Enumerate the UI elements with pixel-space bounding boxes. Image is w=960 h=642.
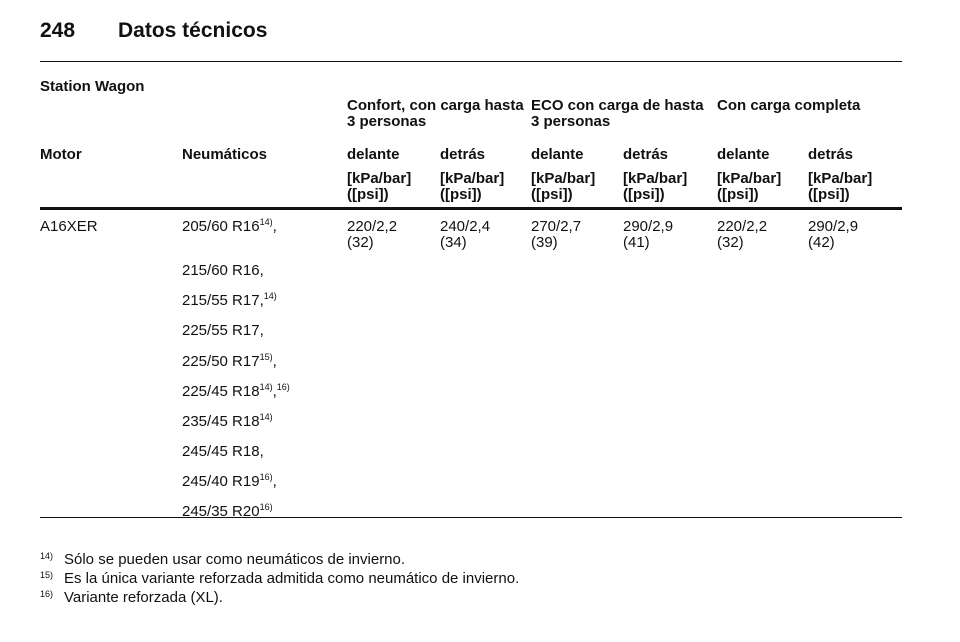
pressure-psi: (34) (440, 234, 467, 251)
column-header: detrás (623, 146, 669, 163)
table-header-rule (40, 207, 902, 210)
group-header: Confort, con carga hasta 3 personas (347, 97, 524, 130)
page-number: 248 (40, 19, 76, 42)
group-header: Con carga completa (717, 97, 861, 114)
tire-text: , (272, 473, 277, 490)
unit: ([psi]) (440, 186, 482, 203)
footnote-text: Es la única variante reforzada admitida … (64, 570, 520, 587)
footnote-ref: 14) (259, 412, 273, 422)
pressure-psi: (32) (347, 234, 374, 251)
footnote-ref: 16) (259, 502, 273, 512)
tire-text: 225/55 R17, (182, 322, 264, 339)
unit: [kPa/bar] (623, 170, 688, 187)
tire-text: 245/40 R19 (182, 473, 260, 490)
section-title: Station Wagon (40, 78, 145, 95)
unit: [kPa/bar] (440, 170, 505, 187)
unit: [kPa/bar] (531, 170, 596, 187)
pressure: 290/2,9 (808, 218, 859, 235)
tire: 235/45 R1814) (182, 412, 273, 430)
tire-text: 205/60 R16 (182, 218, 260, 235)
tire-text: 215/55 R17, (182, 292, 264, 309)
tire-text: 225/50 R17 (182, 353, 260, 370)
tire: 225/45 R1814),16) (182, 382, 290, 400)
pressure-psi: (41) (623, 234, 650, 251)
pressure: 290/2,9 (623, 218, 674, 235)
tire-text: 215/60 R16, (182, 262, 264, 279)
header-rule (40, 61, 902, 62)
unit: [kPa/bar] (717, 170, 782, 187)
tire: 205/60 R1614), (182, 217, 277, 235)
pressure-psi: (39) (531, 234, 558, 251)
column-header: detrás (808, 146, 854, 163)
column-header: Motor (40, 146, 82, 163)
pressure-psi: (32) (717, 234, 744, 251)
tire: 225/55 R17, (182, 323, 264, 339)
tire: 215/55 R17,14) (182, 291, 277, 309)
column-header: delante (347, 146, 400, 163)
footnote-ref: 16) (276, 382, 290, 392)
tire: 245/45 R18, (182, 444, 264, 460)
page-title: Datos técnicos (118, 19, 268, 42)
column-header: delante (531, 146, 584, 163)
footnote-mark: 15) (40, 570, 54, 580)
tire: 245/40 R1916), (182, 472, 277, 490)
tire: 215/60 R16, (182, 263, 264, 279)
footnote-text: Sólo se pueden usar como neumáticos de i… (64, 551, 406, 568)
footnote-text: Variante reforzada (XL). (64, 589, 223, 606)
group-header: ECO con carga de hasta 3 personas (531, 97, 704, 130)
table-bottom-rule (40, 517, 902, 518)
column-header: delante (717, 146, 770, 163)
tire-text: 235/45 R18 (182, 413, 260, 430)
footnote-ref: 14) (259, 217, 273, 227)
pressure: 240/2,4 (440, 218, 491, 235)
tire-text: 245/45 R18, (182, 443, 264, 460)
footnote-ref: 15) (259, 352, 273, 362)
pressure: 270/2,7 (531, 218, 582, 235)
footnote-ref: 14) (263, 291, 277, 301)
unit: ([psi]) (347, 186, 389, 203)
footnote-ref: 14) (259, 382, 273, 392)
footnote-mark: 16) (40, 589, 54, 599)
tire: 225/50 R1715), (182, 352, 277, 370)
unit: ([psi]) (808, 186, 850, 203)
tire-text: 225/45 R18 (182, 383, 260, 400)
unit: ([psi]) (623, 186, 665, 203)
pressure: 220/2,2 (347, 218, 398, 235)
unit: ([psi]) (531, 186, 573, 203)
unit: [kPa/bar] (808, 170, 873, 187)
footnote-ref: 16) (259, 472, 273, 482)
unit: ([psi]) (717, 186, 759, 203)
column-header: Neumáticos (182, 146, 268, 163)
column-header: detrás (440, 146, 486, 163)
pressure-psi: (42) (808, 234, 835, 251)
motor: A16XER (40, 218, 98, 235)
tire: 245/35 R2016) (182, 502, 273, 520)
tire-text: , (272, 383, 277, 400)
tire-text: , (272, 353, 277, 370)
unit: [kPa/bar] (347, 170, 412, 187)
tire-text: 245/35 R20 (182, 503, 260, 520)
pressure: 220/2,2 (717, 218, 768, 235)
footnote-mark: 14) (40, 551, 54, 561)
tire-text: , (272, 218, 277, 235)
